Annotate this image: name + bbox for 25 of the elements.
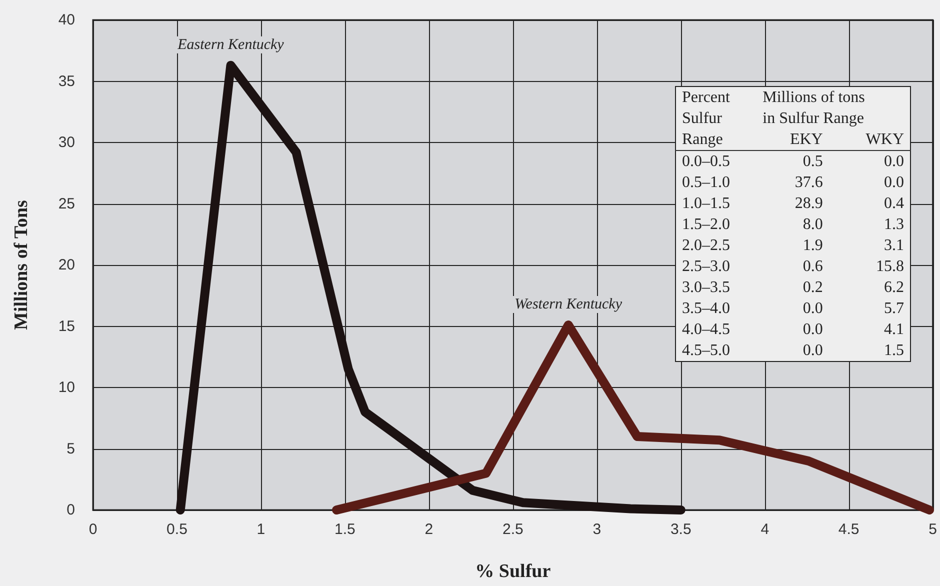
table: Percent Millions of tons Sulfur in Sulfur Range Range EKY WKY 0.0–0.5 0.5 0.0 0.5–1.0 37.6 0.0 1.0–1.5 28.9 0.4 1.5–2.0 8.0 1.3 2.0–2.5 1.9 3.1 2.5–3.0 0.6 15.8 3.0–3.5 0.2 6.2 3.5–4.0 0.0 5.7 4.0–4.5 0.0 4.1 4.5–5.0 0.0 1.5 [675, 86, 911, 362]
y-tick-label: 20 [58, 256, 75, 274]
x-tick-label: 1.5 [334, 521, 356, 538]
x-tick-label: 4 [760, 521, 770, 538]
y-tick-label: 35 [58, 72, 75, 90]
x-tick-label: 0.5 [166, 521, 188, 538]
x-tick-label: 2.5 [502, 521, 524, 538]
x-tick-label: 0 [88, 521, 98, 538]
x-tick-label: 2 [424, 521, 434, 538]
x-axis-title: % Sulfur [475, 561, 552, 582]
series-label: Eastern Kentucky [176, 36, 284, 53]
x-tick-label: 3 [592, 521, 602, 538]
y-tick-label: 0 [66, 502, 75, 518]
y-tick-label: 10 [58, 379, 75, 396]
x-tick-label: 4.5 [838, 521, 860, 538]
series-label: Western Kentucky [514, 296, 622, 313]
y-tick-label: 25 [58, 195, 75, 212]
x-tick-label: 3.5 [670, 521, 692, 538]
x-tick-label: 5 [928, 521, 937, 538]
y-axis-title: Millions of Tons [11, 200, 32, 330]
y-tick-label: 5 [66, 440, 75, 458]
y-tick-label: 40 [58, 12, 75, 28]
y-tick-label: 30 [58, 134, 75, 151]
x-tick-label: 1 [256, 521, 266, 538]
y-tick-label: 15 [58, 318, 75, 335]
